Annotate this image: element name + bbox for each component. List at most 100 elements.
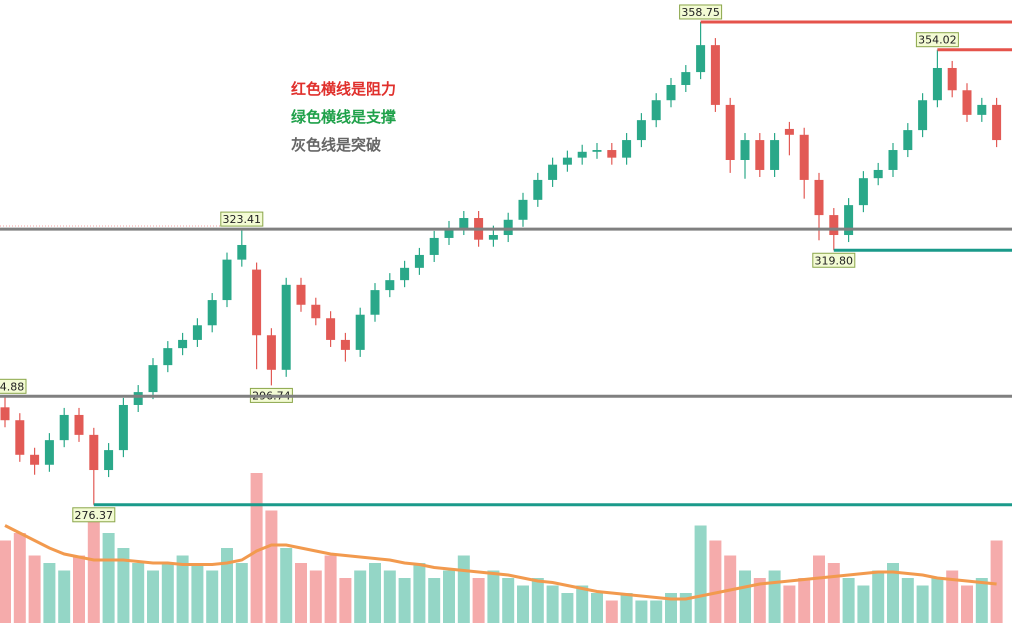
candle-body — [44, 440, 54, 465]
volume-bar — [857, 585, 870, 623]
candle-body — [844, 205, 854, 236]
volume-bar — [235, 563, 248, 623]
candle-body — [222, 259, 232, 301]
volume-bar — [443, 570, 455, 623]
volume-bar — [990, 540, 1003, 623]
volume-bar — [576, 585, 589, 623]
volume-bar — [694, 525, 707, 623]
candle-body — [192, 325, 202, 340]
candle-body — [918, 100, 928, 131]
candle-body — [710, 45, 720, 105]
candle-body — [548, 164, 558, 180]
annotation: 红色横线是阻力 — [291, 80, 396, 98]
volume-bar — [324, 555, 337, 623]
volume-bar — [916, 585, 929, 623]
volume-bar — [946, 570, 959, 623]
candle-body — [429, 237, 439, 255]
candle-body — [326, 318, 336, 340]
annotation: 绿色横线是支撑 — [291, 108, 396, 126]
volume-bar — [28, 555, 41, 623]
volume-bar — [517, 585, 529, 623]
volume-bar — [472, 578, 485, 623]
volume-bar — [161, 563, 174, 623]
candle-body — [237, 244, 247, 260]
level-label: 354.02 — [918, 34, 957, 47]
volume-bar — [531, 578, 544, 623]
volume-bar — [176, 555, 189, 623]
volume-bar — [591, 593, 603, 623]
level-label-box — [0, 378, 27, 394]
volume-bar — [191, 563, 204, 623]
candle-body — [770, 140, 780, 170]
volume-bar — [369, 563, 381, 623]
volume-bar — [783, 585, 796, 623]
candle-body — [74, 414, 84, 435]
level-label: 319.80 — [815, 254, 854, 267]
candle-body — [829, 215, 839, 236]
volume-bar — [842, 578, 855, 623]
candle-body — [444, 227, 454, 238]
volume-bar — [872, 570, 885, 623]
candle-body — [503, 219, 513, 236]
volume-bar — [221, 548, 233, 623]
level-label-box — [72, 507, 116, 523]
candle-body — [622, 140, 632, 158]
candle-body — [577, 151, 587, 158]
annotation: 灰色线是突破 — [291, 136, 381, 154]
level-label-box — [220, 211, 264, 227]
level-label: 323.41 — [223, 213, 262, 226]
candle-body — [30, 454, 40, 465]
candle-body — [873, 169, 883, 179]
volume-bar — [147, 570, 159, 623]
candle-body — [666, 84, 676, 101]
candle-body — [355, 314, 365, 350]
volume-bar — [827, 563, 840, 623]
candle-body — [281, 284, 291, 370]
candle-body — [755, 140, 765, 170]
volume-bar — [546, 585, 559, 623]
volume-bar — [709, 540, 722, 623]
candle-body — [148, 365, 158, 393]
candle-body — [696, 45, 706, 73]
level-label-box — [915, 32, 959, 48]
volume-bar — [901, 578, 914, 623]
volume-bar — [487, 570, 500, 623]
candle-body — [488, 235, 498, 240]
candle-body — [0, 407, 10, 421]
level-label-box — [812, 252, 856, 268]
level-label-box — [679, 4, 723, 20]
candle-body — [400, 267, 410, 281]
candle-body — [133, 392, 143, 405]
candle-body — [858, 178, 868, 206]
candle-body — [385, 280, 395, 291]
candle-body — [888, 150, 898, 170]
volume-bar — [295, 563, 307, 623]
volume-bar — [768, 570, 781, 623]
volume-bar — [280, 548, 293, 623]
volume-bar — [739, 570, 751, 623]
candle-body — [932, 67, 942, 101]
volume-bar — [354, 570, 367, 623]
volume-bar — [383, 570, 396, 623]
volume-bar — [117, 548, 130, 623]
candle-body — [207, 300, 217, 326]
volume-bar — [931, 578, 944, 623]
volume-bar — [813, 555, 825, 623]
volume-bar — [13, 533, 26, 623]
candle-body — [977, 104, 987, 115]
volume-bar — [502, 578, 515, 623]
volume-bar — [561, 593, 574, 623]
volume-bar — [961, 585, 973, 623]
candle-body — [414, 254, 424, 268]
volume-bar — [43, 563, 56, 623]
candle-body — [592, 150, 602, 152]
candle-body — [15, 420, 25, 455]
candle-body — [459, 218, 469, 228]
candle-body — [725, 104, 735, 160]
candle-body — [992, 104, 1002, 141]
volume-bar — [309, 570, 322, 623]
volume-bar — [975, 578, 988, 623]
volume-bar — [753, 578, 766, 623]
candle-body — [533, 179, 543, 200]
